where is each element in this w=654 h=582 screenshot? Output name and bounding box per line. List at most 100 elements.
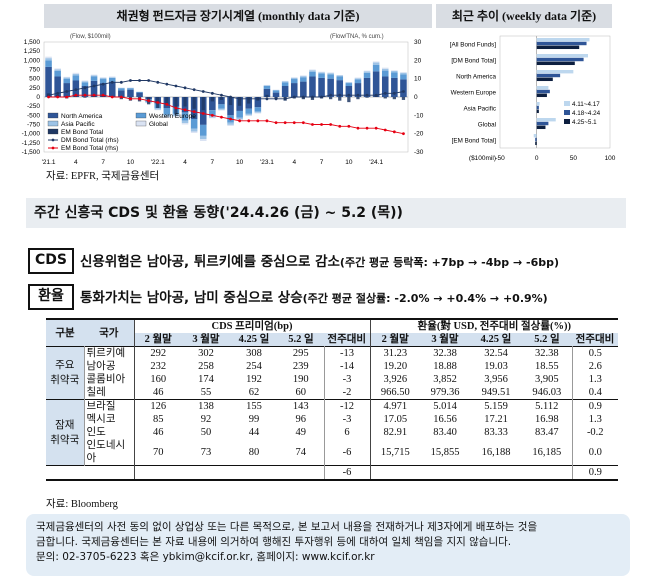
- bar-segment: [327, 78, 334, 97]
- bar-segment: [54, 68, 61, 70]
- weekly-bar: [536, 105, 539, 110]
- bar-segment: [218, 97, 225, 105]
- value-cell: 19.03: [484, 361, 508, 372]
- weekly-bar: [536, 125, 546, 130]
- bar-segment: [336, 80, 344, 97]
- bar-segment: [327, 73, 334, 75]
- bar-segment: [63, 76, 71, 78]
- series-point: [402, 132, 405, 136]
- bar-segment: [227, 124, 234, 126]
- value-cell: 979.36: [430, 387, 460, 398]
- bar-segment: [172, 113, 180, 117]
- series-point: [92, 93, 96, 97]
- series-point: [74, 88, 78, 92]
- value-cell: 3,956: [484, 374, 508, 385]
- series-point: [329, 93, 333, 97]
- bar-segment: [391, 77, 398, 97]
- right-tick-label: 30: [414, 39, 422, 46]
- bar-segment: [345, 82, 353, 84]
- em-bar: [165, 97, 169, 106]
- series-point: [147, 79, 151, 82]
- series-point: [220, 93, 223, 97]
- bar-segment: [72, 72, 80, 74]
- value-cell: 70: [133, 439, 182, 466]
- fx-main-text: 통화가치는 남아공, 남미 중심으로 상승: [80, 290, 303, 306]
- series-point: [220, 115, 223, 119]
- value-cell: 16,188: [481, 446, 511, 458]
- series-point: [238, 119, 242, 123]
- value-cell: 46: [133, 386, 182, 400]
- bar-segment: [372, 61, 380, 63]
- series-point: [347, 124, 351, 128]
- bar-segment: [300, 81, 307, 97]
- empty-cell: [46, 466, 84, 481]
- weekly-bar: [535, 137, 537, 142]
- legend-label: 4.25~5.1: [572, 119, 597, 126]
- bar-segment: [281, 86, 289, 97]
- em-bar: [183, 97, 187, 107]
- bar-segment: [336, 75, 344, 77]
- right-tick-label: -10: [414, 112, 424, 119]
- em-bar: [401, 97, 406, 100]
- right-tick-label: 20: [414, 57, 422, 64]
- em-bar: [210, 97, 214, 102]
- value-cell: 49: [295, 427, 307, 438]
- bar-segment: [281, 81, 289, 83]
- bar-segment: [318, 71, 325, 73]
- category-label: Western Europe: [451, 90, 497, 97]
- bar-segment: [199, 124, 207, 136]
- bar-segment: [354, 77, 362, 79]
- value-cell: 254: [246, 361, 262, 372]
- bar-segment: [345, 83, 353, 86]
- bar-segment: [381, 67, 389, 69]
- bar-segment: [209, 117, 216, 119]
- em-bar: [310, 97, 315, 100]
- series-point: [383, 128, 387, 132]
- average-row: -6 0.9: [46, 465, 618, 481]
- cds-tag: CDS: [28, 248, 74, 274]
- series-point: [119, 80, 123, 84]
- value-cell: 138: [198, 401, 214, 412]
- value-cell: 3,926: [369, 373, 420, 386]
- legend-label: DM Bond Total (rhs): [61, 137, 119, 144]
- x-tick-label: 7: [211, 159, 215, 166]
- value-cell: 32.38: [433, 348, 457, 359]
- right-chart-header: 최근 추이 (weekly data 기준): [436, 4, 612, 28]
- table-row: 주요 취약국 튀르키예 292 302 308 295 -13 31.23 32.38 32.54 3…: [46, 346, 618, 400]
- bar-segment: [327, 72, 334, 74]
- em-bar: [201, 97, 205, 111]
- series-point: [338, 93, 342, 97]
- value-cell: 3,852: [433, 374, 457, 385]
- fund-flow-monthly-chart: (Flow, $100mil) (Flow/TNA, % cum.) 1,500 1,…: [22, 34, 424, 166]
- em-bar: [265, 94, 269, 97]
- value-cell: 143: [292, 401, 309, 412]
- bar-segment: [290, 77, 298, 80]
- bar-segment: [345, 86, 353, 97]
- series-point: [356, 126, 360, 130]
- bar-segment: [45, 60, 52, 67]
- bar-segment: [209, 97, 216, 111]
- series-point: [392, 130, 396, 134]
- series-point: [265, 97, 269, 101]
- bar-segment: [199, 135, 207, 140]
- series-point: [247, 119, 251, 123]
- bar-segment: [118, 90, 125, 97]
- value-cell: 258: [198, 361, 214, 372]
- category-label: Global: [478, 122, 496, 129]
- category-label: [EM Bond Total]: [452, 138, 497, 145]
- series-point: [201, 90, 205, 93]
- fx-summary: 통화가치는 남아공, 남미 중심으로 상승(주간 평균 절상률: -2.0% →…: [80, 286, 548, 306]
- value-cell: 174: [198, 374, 214, 385]
- x-tick-label: 10: [236, 159, 244, 166]
- country-cell: 튀르키예: [83, 346, 134, 360]
- bar-segment: [90, 74, 98, 76]
- series-point: [320, 95, 323, 99]
- value-cell: 83.40: [433, 427, 457, 438]
- series-point: [47, 95, 50, 99]
- table-row: 인도네시아 70 73 80 74 -6 15,715 15,855 16,188 16,185 0…: [46, 439, 618, 466]
- series-point: [174, 84, 178, 88]
- value-cell: 83.47: [534, 427, 559, 438]
- bar-segment: [108, 81, 116, 97]
- series-point: [238, 97, 242, 101]
- series-point: [192, 88, 196, 92]
